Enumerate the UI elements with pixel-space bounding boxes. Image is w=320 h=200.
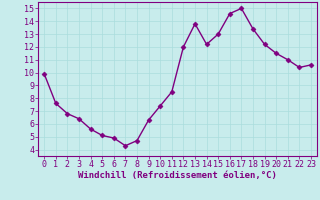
- X-axis label: Windchill (Refroidissement éolien,°C): Windchill (Refroidissement éolien,°C): [78, 171, 277, 180]
